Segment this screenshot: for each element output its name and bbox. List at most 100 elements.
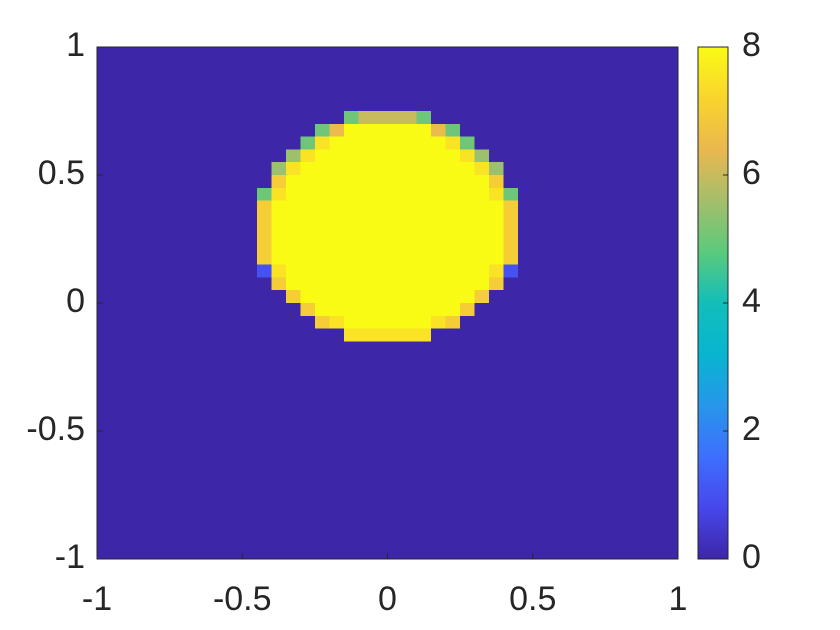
cell <box>416 162 432 176</box>
cell <box>300 47 316 61</box>
cell <box>489 456 505 470</box>
cell <box>489 379 505 394</box>
cell <box>140 111 156 125</box>
cell <box>576 213 592 227</box>
cell <box>271 47 287 61</box>
cell <box>474 111 490 125</box>
cell <box>213 367 229 381</box>
cell <box>663 200 679 214</box>
cell <box>97 251 113 266</box>
cell <box>561 149 577 163</box>
cell <box>97 264 113 278</box>
cell <box>213 482 229 496</box>
cell <box>111 418 127 432</box>
cell <box>576 533 592 547</box>
cell <box>489 200 505 214</box>
cell <box>300 405 316 419</box>
cell <box>605 354 621 368</box>
cell <box>343 277 360 291</box>
cell <box>402 239 418 253</box>
cell <box>387 354 403 368</box>
cell <box>300 495 316 509</box>
cell <box>605 111 621 125</box>
cell <box>576 341 592 355</box>
cell <box>169 162 185 176</box>
cell <box>576 149 592 163</box>
cell <box>503 72 519 86</box>
cell <box>213 533 229 547</box>
cell <box>314 405 330 419</box>
cell <box>605 47 621 61</box>
cell <box>431 392 447 406</box>
cell <box>619 136 636 150</box>
cell <box>314 341 330 355</box>
cell <box>489 431 505 445</box>
cell <box>227 277 243 291</box>
cell <box>518 546 534 560</box>
cell <box>97 149 113 163</box>
cell <box>300 354 316 368</box>
cell <box>590 111 606 125</box>
cell <box>198 162 214 176</box>
cell <box>532 495 548 509</box>
cell <box>358 251 374 266</box>
cell <box>576 111 592 125</box>
cell <box>445 85 461 99</box>
cell <box>184 315 200 330</box>
cell <box>489 341 505 355</box>
cell <box>372 469 389 483</box>
cell <box>343 123 360 138</box>
cell <box>445 277 461 291</box>
cell <box>474 213 490 227</box>
cell <box>648 277 665 291</box>
cell <box>329 72 345 86</box>
cell <box>155 546 171 560</box>
cell <box>242 354 258 368</box>
cell <box>184 162 200 176</box>
cell <box>314 418 330 432</box>
x-tick-label: 0.5 <box>509 580 556 618</box>
cell <box>402 533 418 547</box>
cell <box>648 175 665 189</box>
cell <box>561 226 577 240</box>
cell <box>285 392 301 406</box>
cell <box>416 341 432 355</box>
cell <box>402 47 418 61</box>
cell <box>416 251 432 266</box>
cell <box>198 482 214 496</box>
cell <box>372 328 389 342</box>
cell <box>198 59 214 74</box>
cell <box>605 175 621 189</box>
cell <box>155 354 171 368</box>
cell <box>561 495 577 509</box>
cell <box>561 136 577 150</box>
cell <box>460 72 476 86</box>
cell <box>503 328 519 342</box>
cell <box>605 303 621 317</box>
x-tick-label: -0.5 <box>213 580 272 618</box>
cell <box>285 123 301 138</box>
cell <box>343 482 360 496</box>
cell <box>402 264 418 278</box>
cell <box>271 123 287 138</box>
cell <box>445 341 461 355</box>
cell <box>372 290 389 304</box>
cell <box>227 431 243 445</box>
cell <box>561 431 577 445</box>
cell <box>140 469 156 483</box>
y-tick-label: 1 <box>66 26 85 64</box>
cell <box>271 239 287 253</box>
colorbar-tick-label: 0 <box>742 538 761 576</box>
cell <box>648 111 665 125</box>
cell <box>474 85 490 99</box>
cell <box>547 418 563 432</box>
cell <box>648 456 665 470</box>
cell <box>402 392 418 406</box>
cell <box>155 213 171 227</box>
cell <box>590 341 606 355</box>
cell <box>97 443 113 458</box>
cell <box>431 136 447 150</box>
cell <box>402 72 418 86</box>
cell <box>343 59 360 74</box>
cell <box>518 136 534 150</box>
